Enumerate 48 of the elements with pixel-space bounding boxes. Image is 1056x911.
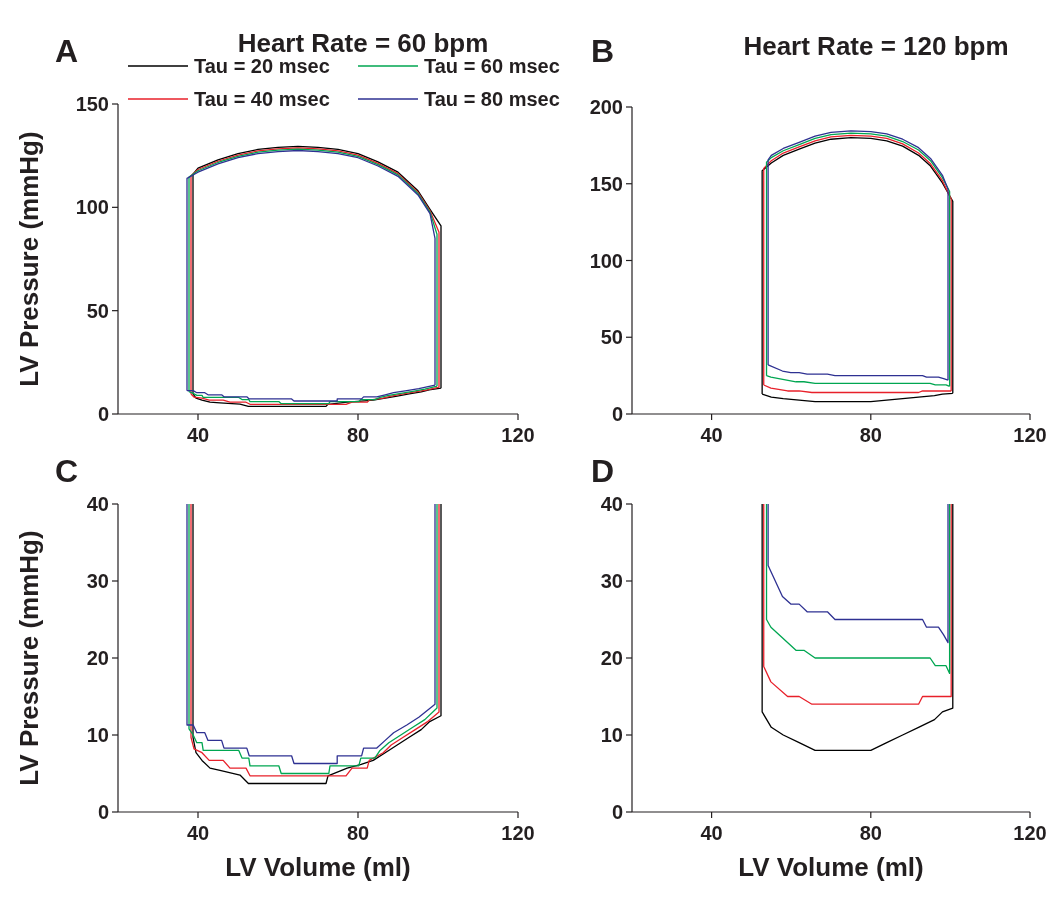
x-tick-label: 80	[859, 822, 882, 844]
x-tick-label: 40	[186, 822, 210, 844]
line-series	[761, 503, 954, 752]
y-tick-label: 200	[589, 96, 623, 118]
x-tick-label: 40	[186, 424, 210, 446]
legend-label: Tau = 80 msec	[424, 88, 560, 110]
y-tick-label: 0	[97, 801, 109, 823]
x-axis-title: LV Volume (ml)	[225, 852, 411, 882]
y-tick-label: 40	[86, 493, 109, 515]
line-series	[765, 503, 951, 675]
y-axis-title: LV Pressure (mmHg)	[14, 131, 44, 387]
y-tick-label: 100	[75, 196, 109, 219]
y-tick-label: 150	[589, 172, 623, 195]
line-series	[767, 503, 949, 644]
x-tick-label: 80	[859, 424, 882, 446]
chart-title: Heart Rate = 120 bpm	[743, 31, 1009, 61]
x-tick-label: 120	[501, 424, 535, 446]
x-axis-title: LV Volume (ml)	[738, 852, 924, 882]
y-tick-label: 30	[86, 570, 109, 592]
text: C	[55, 453, 79, 489]
text: D	[591, 453, 615, 489]
x-tick-label: 120	[1013, 822, 1047, 844]
y-tick-label: 0	[97, 403, 109, 425]
y-tick-label: 50	[600, 326, 623, 349]
y-tick-label: 0	[611, 403, 623, 425]
y-tick-label: 10	[86, 724, 109, 746]
line-series	[763, 503, 952, 705]
x-tick-label: 40	[700, 822, 723, 844]
legend-label: Tau = 40 msec	[194, 88, 330, 110]
y-tick-label: 0	[611, 801, 623, 823]
y-tick-label: 10	[600, 724, 623, 746]
x-tick-label: 120	[501, 822, 535, 844]
y-tick-label: 100	[589, 249, 623, 272]
y-tick-label: 150	[75, 93, 109, 115]
chart-title: Heart Rate = 60 bpm	[237, 28, 489, 58]
y-tick-label: 20	[600, 647, 623, 669]
legend-label: Tau = 20 msec	[194, 55, 330, 77]
x-tick-label: 80	[346, 822, 370, 844]
y-tick-label: 30	[600, 570, 623, 592]
x-tick-label: 120	[1013, 424, 1047, 446]
y-tick-label: 20	[86, 647, 109, 669]
y-tick-label: 40	[600, 493, 623, 515]
y-axis-title: LV Pressure (mmHg)	[14, 530, 44, 786]
text: A	[55, 33, 79, 69]
y-tick-label: 50	[86, 299, 109, 322]
text: B	[591, 33, 615, 69]
x-tick-label: 80	[346, 424, 370, 446]
x-tick-label: 40	[700, 424, 723, 446]
